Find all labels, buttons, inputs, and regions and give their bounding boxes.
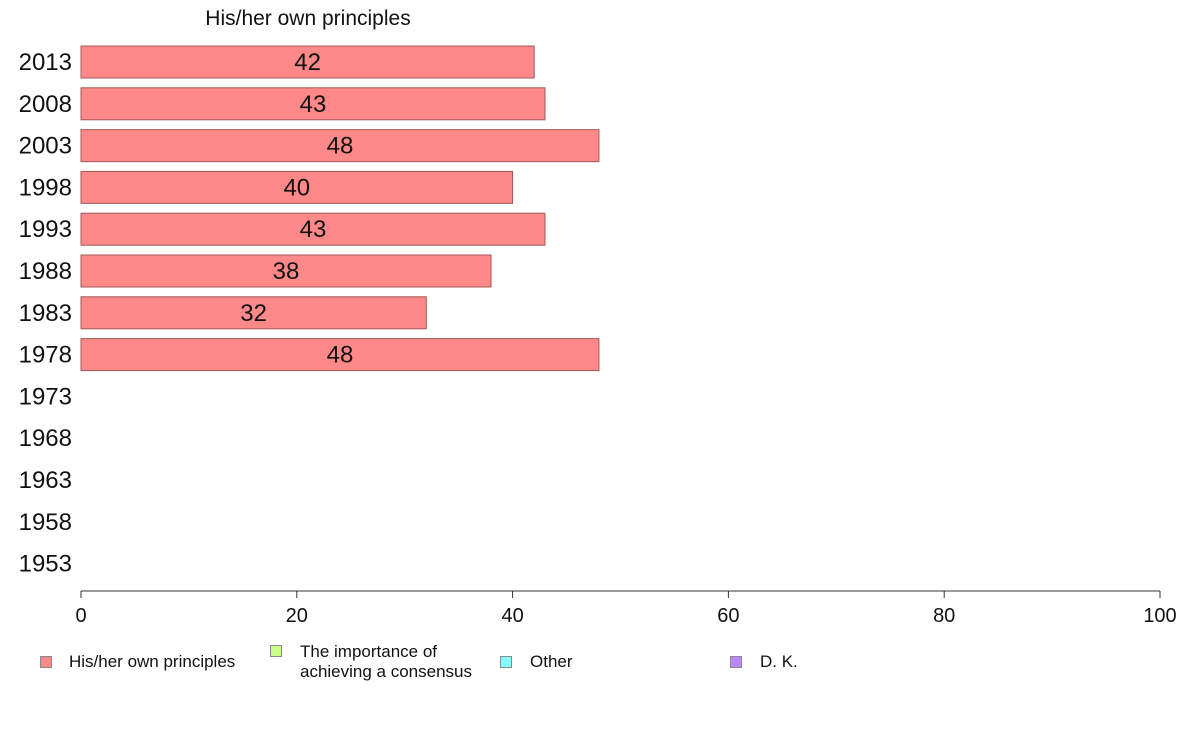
bar-value-label-1988: 38 — [273, 258, 300, 285]
legend-label-consensus-line1: The importance of — [300, 642, 438, 661]
category-label-1998: 1998 — [19, 174, 72, 201]
legend-item-consensus: The importance of achieving a consensus — [270, 642, 472, 682]
category-label-1958: 1958 — [19, 509, 72, 536]
legend-label-dk: D. K. — [760, 652, 798, 671]
category-label-1993: 1993 — [19, 216, 72, 243]
category-labels: 2013 2008 2003 1998 1993 1988 1983 1978 1973 1968… — [19, 49, 72, 578]
category-label-1953: 1953 — [19, 551, 72, 578]
category-label-2013: 2013 — [19, 49, 72, 76]
bar-1988 — [80, 254, 492, 288]
bar-value-label-2013: 42 — [294, 49, 321, 76]
bar-value-label-1983: 32 — [240, 300, 267, 327]
bar-1998 — [80, 170, 514, 204]
x-tick-label-80: 80 — [933, 605, 955, 627]
x-tick-label-100: 100 — [1143, 605, 1176, 627]
legend-item-principles: His/her own principles — [40, 652, 235, 672]
legend-swatch-other — [500, 656, 512, 668]
category-label-1973: 1973 — [19, 383, 72, 410]
category-label-1978: 1978 — [19, 342, 72, 369]
legend-item-other: Other — [500, 652, 573, 672]
legend-label-principles: His/her own principles — [69, 652, 236, 671]
legend-item-dk: D. K. — [730, 652, 798, 672]
legend-label-other: Other — [530, 652, 573, 671]
category-label-1983: 1983 — [19, 300, 72, 327]
x-tick-label-40: 40 — [501, 605, 523, 627]
legend-label-consensus-line2: achieving a consensus — [300, 662, 473, 681]
legend-swatch-principles — [40, 656, 52, 668]
bar-value-label-1978: 48 — [327, 342, 354, 369]
legend-label-consensus: The importance of achieving a consensus — [300, 642, 472, 682]
bar-value-label-1993: 43 — [300, 216, 327, 243]
bar-value-label-2008: 43 — [300, 91, 327, 118]
chart-title: His/her own principles — [205, 7, 410, 30]
bar-2013 — [80, 45, 535, 79]
category-label-1963: 1963 — [19, 467, 72, 494]
x-tick-label-20: 20 — [286, 605, 308, 627]
category-label-1968: 1968 — [19, 425, 72, 452]
bar-2003 — [80, 129, 600, 163]
x-tick-label-0: 0 — [75, 605, 86, 627]
bar-1993 — [80, 212, 546, 246]
legend: His/her own principles The importance of… — [0, 640, 1188, 690]
bar-1978 — [80, 338, 600, 372]
legend-swatch-dk — [730, 656, 742, 668]
x-axis: 0 20 40 60 80 100 — [75, 590, 1177, 627]
category-label-2003: 2003 — [19, 133, 72, 160]
category-label-2008: 2008 — [19, 91, 72, 118]
bar-value-label-2003: 48 — [327, 133, 354, 160]
bar-chart: His/her own principles 4243484043383248 … — [19, 7, 1177, 627]
bar-1983 — [80, 296, 427, 330]
bar-2008 — [80, 87, 546, 121]
category-label-1988: 1988 — [19, 258, 72, 285]
legend-swatch-consensus — [270, 645, 282, 657]
bar-value-label-1998: 40 — [283, 174, 310, 201]
x-tick-label-60: 60 — [717, 605, 739, 627]
